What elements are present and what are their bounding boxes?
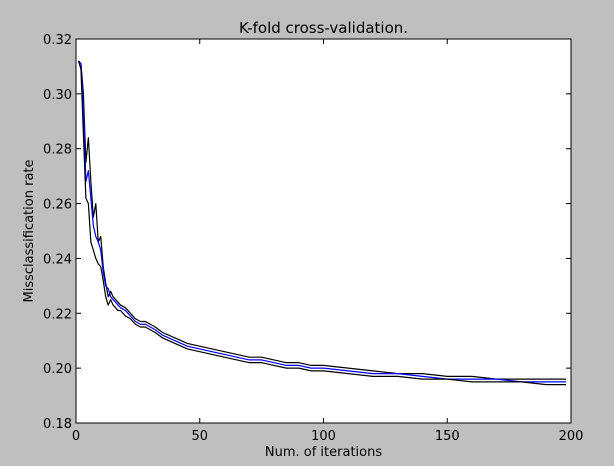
y-tick-label: 0.28: [43, 143, 72, 158]
x-tick-label: 0: [72, 429, 80, 444]
x-tick-label: 100: [311, 429, 336, 444]
plot-frame: [75, 38, 572, 424]
x-axis-label: Num. of iterations: [265, 445, 382, 460]
y-axis-ticks: 0.18 0.20 0.22 0.24 0.26 0.28 0.30 0.32: [43, 33, 571, 432]
y-tick-label: 0.32: [43, 33, 72, 48]
y-axis-label: Missclassification rate: [22, 159, 37, 302]
x-tick-label: 150: [435, 429, 460, 444]
plot-lines: [77, 60, 567, 386]
y-tick-label: 0.20: [43, 362, 72, 377]
x-tick-label: 50: [191, 429, 208, 444]
y-tick-label: 0.22: [43, 307, 72, 322]
y-tick-label: 0.18: [43, 417, 72, 432]
x-axis-ticks: 0 50 100 150 200: [72, 39, 584, 444]
x-tick-label: 200: [559, 429, 584, 444]
plot-area: [76, 39, 571, 423]
series-line-2: [78, 60, 567, 383]
series-line-3: [77, 60, 567, 386]
y-tick-label: 0.24: [43, 252, 72, 267]
y-tick-label: 0.26: [43, 198, 72, 213]
y-tick-label: 0.30: [43, 88, 72, 103]
chart-title: K-fold cross-validation.: [239, 19, 408, 37]
